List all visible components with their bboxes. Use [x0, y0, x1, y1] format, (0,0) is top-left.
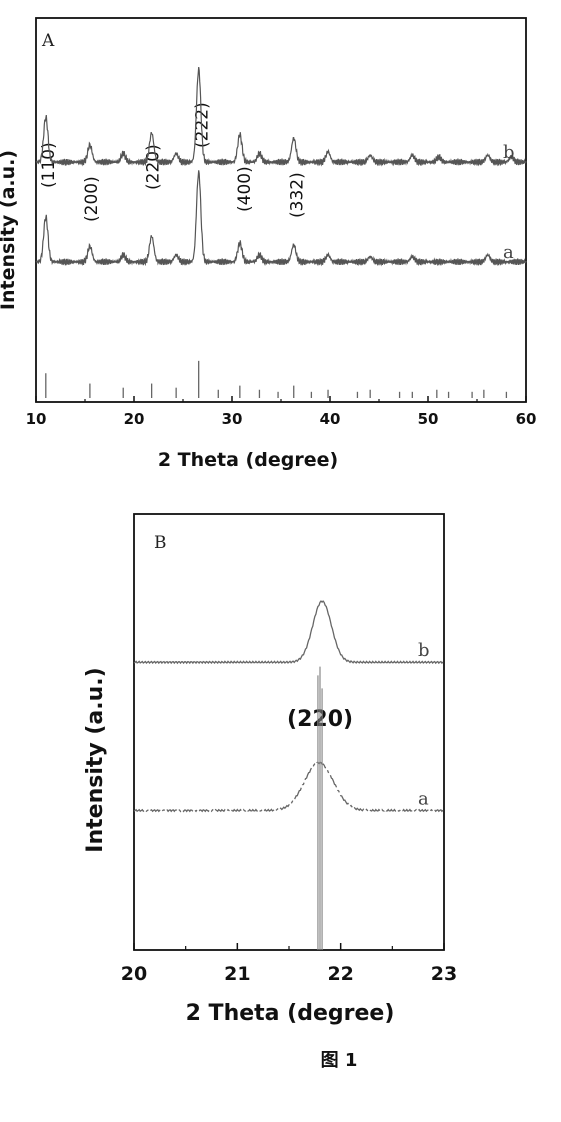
panel-a-x-ticks: 10 20 30 40 50 60: [26, 396, 537, 428]
panel-a-x-tick-label: 20: [124, 410, 145, 428]
panel-a: A (110)(200)(220)(222)(400) (332) ba 10 20…: [0, 17, 537, 471]
panel-a-x-tick-label: 40: [320, 410, 341, 428]
panel-a-peak-labels: (110) (200) (220) (222) (400) (332): [39, 102, 308, 222]
panel-b-x-axis-title: 2 Theta (degree): [186, 1001, 395, 1026]
panel-b-series-b-label: b: [418, 640, 430, 661]
panel-a-plot-frame: [35, 17, 527, 403]
panel-a-y-axis-title: Intensity (a.u.): [0, 150, 19, 310]
panel-a-series-a-label: a: [503, 242, 514, 263]
panel-a-peak-label: (220): [144, 144, 164, 190]
panel-a-series-b-line: [35, 67, 527, 167]
panel-b-x-tick-label: 20: [121, 963, 147, 985]
panel-a-x-tick-label: 60: [516, 410, 537, 428]
panel-a-x-tick-label: 50: [418, 410, 439, 428]
panel-b-x-tick-label: 23: [431, 963, 457, 985]
panel-a-reference-sticks: [45, 360, 508, 398]
panel-b-y-axis-title: Intensity (a.u.): [83, 667, 108, 852]
panel-b-x-tick-label: 22: [327, 963, 353, 985]
panel-b-series-b-line: [133, 600, 444, 665]
panel-a-series: ba: [35, 67, 527, 398]
panel-a-peak-label: (222): [193, 102, 213, 148]
panel-b-plot-frame: [133, 513, 445, 951]
panel-b-series: ba: [133, 600, 444, 950]
panel-a-series-a-line: [35, 170, 527, 267]
panel-b-reference-sticks: [317, 666, 323, 950]
panel-b-series-a-line: [133, 761, 444, 813]
panel-a-x-tick-label: 10: [26, 410, 47, 428]
panel-a-series-b-label: b: [503, 142, 515, 163]
figure-caption: 图 1: [321, 1050, 358, 1071]
panel-a-x-tick-label: 30: [222, 410, 243, 428]
panel-b-letter: B: [154, 533, 167, 553]
panel-a-letter: A: [41, 31, 55, 51]
panel-b-x-tick-label: 21: [224, 963, 250, 985]
panel-a-peak-label: (110): [39, 142, 59, 188]
panel-a-x-axis-title: 2 Theta (degree): [158, 449, 338, 471]
panel-a-peak-label: (332): [288, 172, 308, 218]
panel-b-series-a-label: a: [418, 788, 429, 809]
panel-b-x-ticks: 20 21 22 23: [121, 943, 457, 985]
panel-a-peak-label: (200): [82, 176, 102, 222]
panel-a-peak-label: (400): [235, 166, 255, 212]
